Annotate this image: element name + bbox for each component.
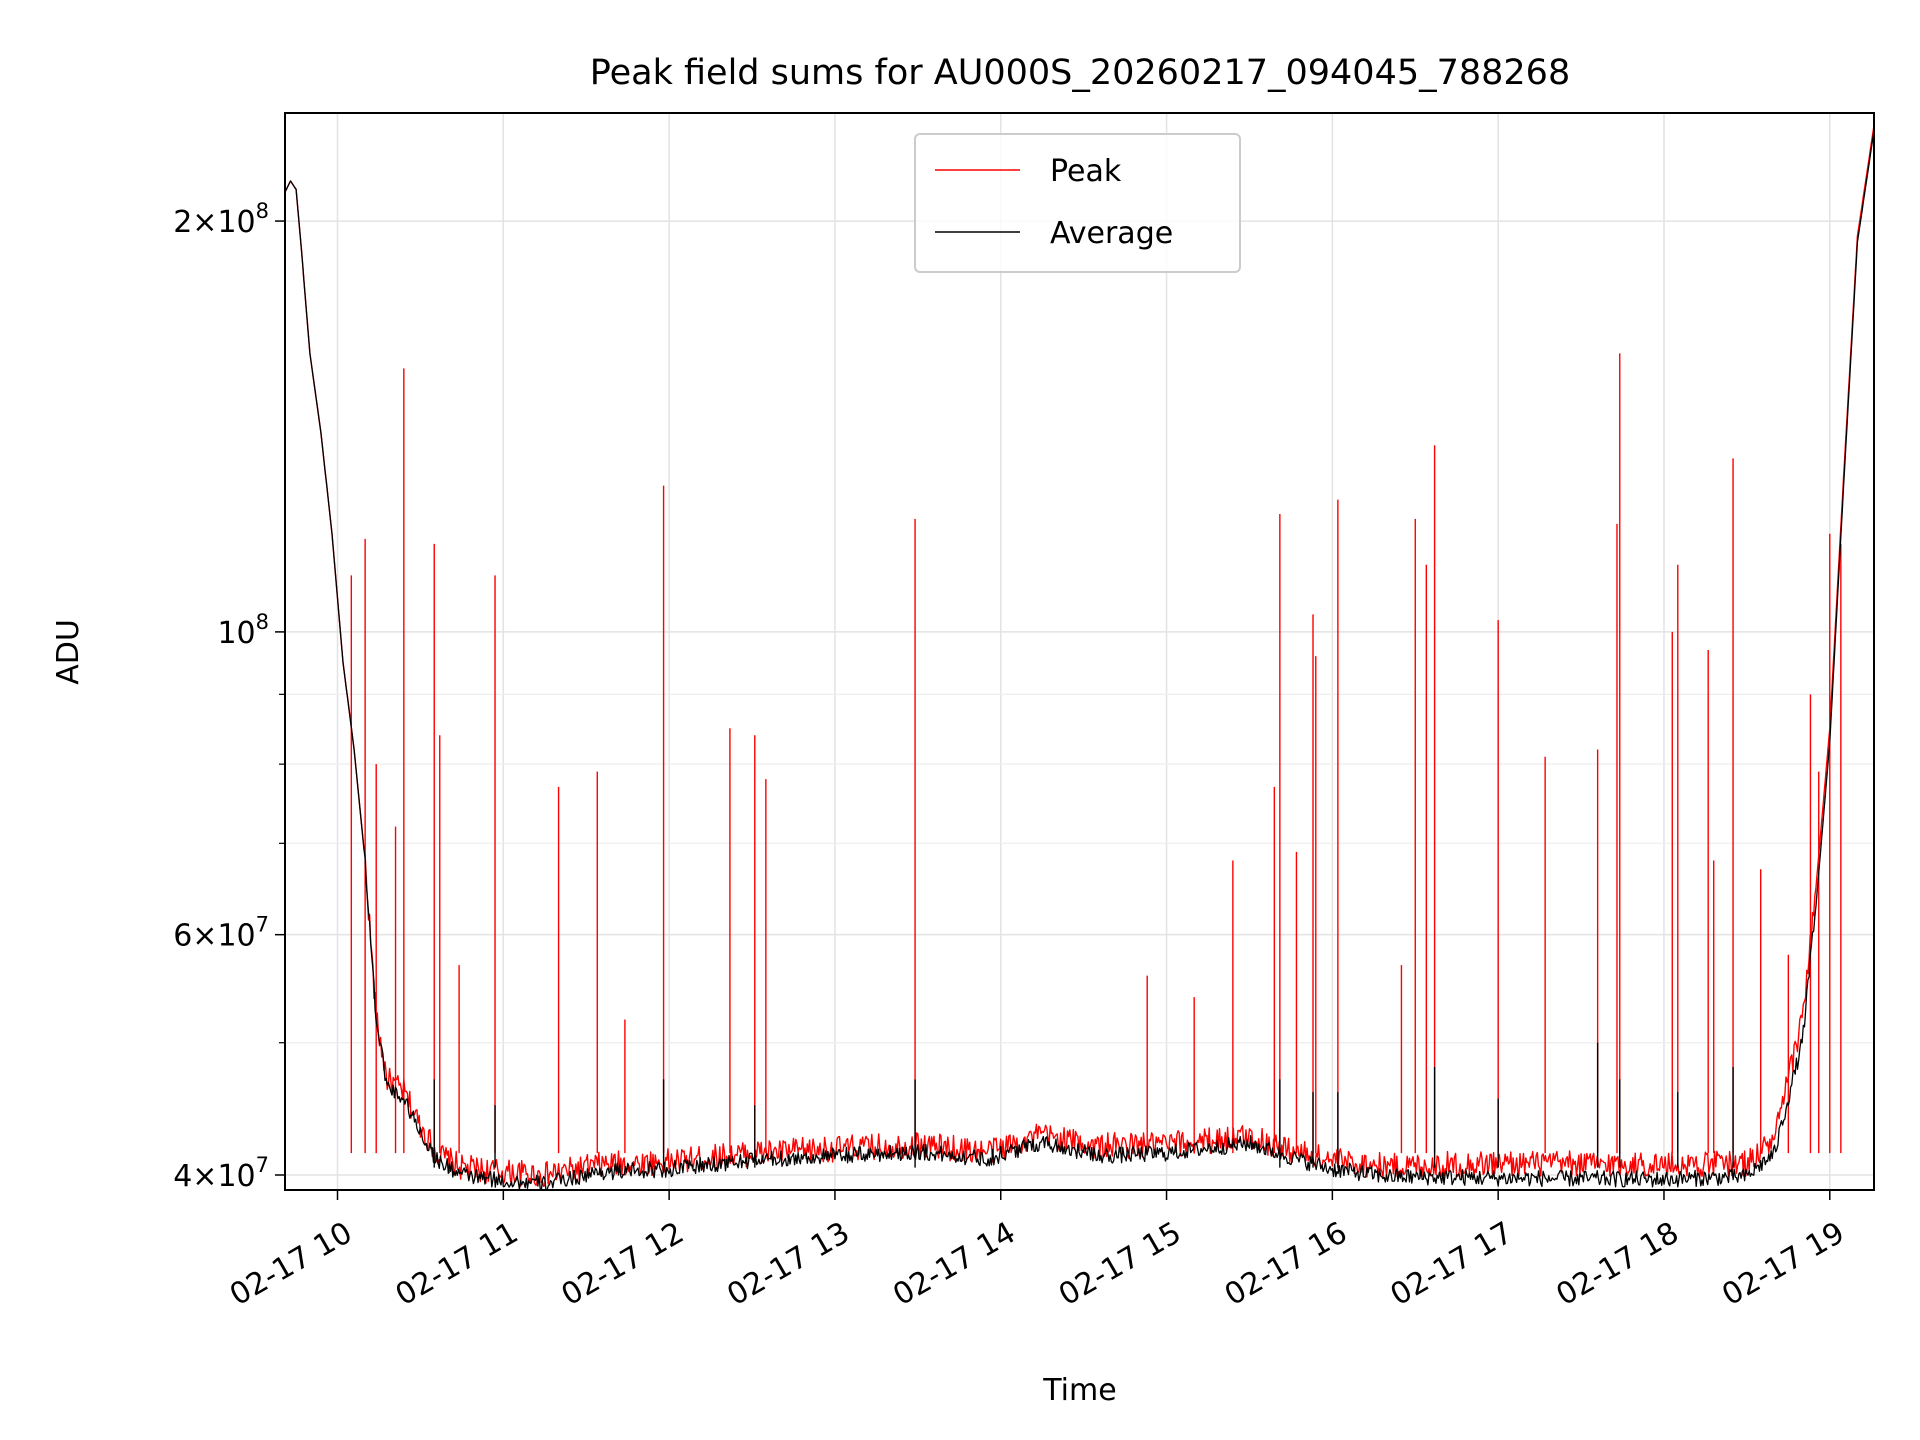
y-tick-label: 4×107 <box>173 1153 269 1194</box>
chart-title: Peak field sums for AU000S_20260217_0940… <box>590 53 1570 93</box>
y-axis: 4×107 6×107 108 2×108 <box>173 199 285 1194</box>
y-axis-label: ADU <box>51 619 86 685</box>
legend-box <box>914 133 1241 273</box>
legend-label-average: Average <box>1050 216 1173 251</box>
legend-label-peak: Peak <box>1050 154 1122 189</box>
series-average <box>285 130 1874 1190</box>
y-tick-label: 6×107 <box>173 913 269 954</box>
series-layer <box>285 125 1874 1190</box>
y-tick-label: 108 <box>217 610 269 651</box>
x-axis-label: Time <box>1042 1373 1116 1408</box>
y-tick-label: 2×108 <box>173 199 269 240</box>
series-line-peak <box>285 125 1874 1188</box>
legend: Peak Average <box>914 133 1241 273</box>
series-peak <box>285 125 1874 1188</box>
series-line-average <box>285 130 1874 1190</box>
plot-frame <box>284 112 1875 1191</box>
